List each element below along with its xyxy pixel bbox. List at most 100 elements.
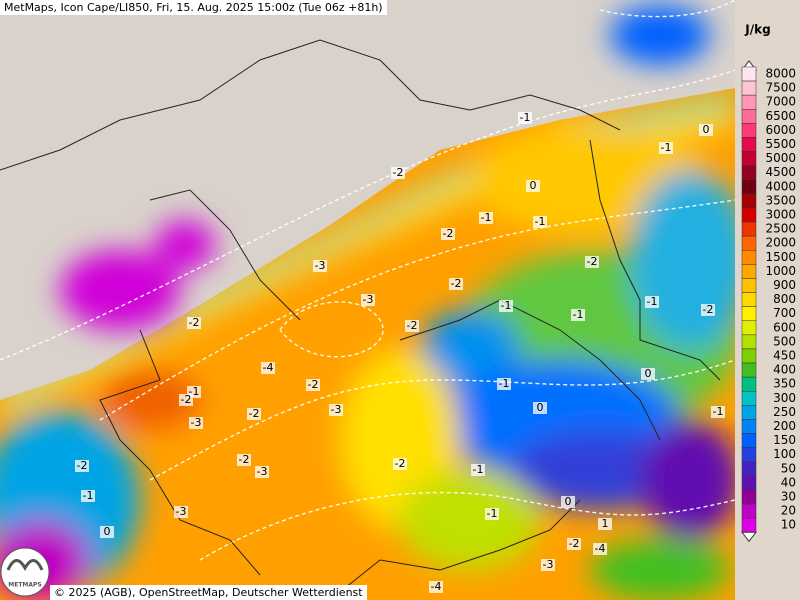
contour-label: -2 [587, 255, 598, 268]
legend-label: 500 [773, 334, 796, 348]
legend-label: 2000 [765, 236, 796, 250]
legend-label: 400 [773, 363, 796, 377]
legend-swatch [741, 391, 757, 406]
contour-label-bg [541, 559, 555, 571]
contour-label: -1 [520, 111, 531, 124]
contour-label-bg [567, 538, 581, 550]
legend-swatch [741, 193, 757, 209]
contour-label: -2 [249, 407, 260, 420]
legend-label: 3500 [765, 193, 796, 207]
contour-label-bg [471, 464, 485, 476]
legend-label: 700 [773, 306, 796, 320]
contour-label: -1 [481, 211, 492, 224]
legend-label: 2500 [765, 222, 796, 236]
legend-label: 350 [773, 377, 796, 391]
contour-label-bg [261, 362, 275, 374]
contour-label-bg [449, 278, 463, 290]
legend-label: 3000 [765, 208, 796, 222]
contour-label: -1 [189, 385, 200, 398]
contour-label: -1 [83, 489, 94, 502]
legend-label: 4000 [765, 179, 796, 193]
contour-label: -1 [573, 308, 584, 321]
legend-label: 8000 [765, 67, 796, 81]
contour-label: -3 [257, 465, 268, 478]
contour-label: -4 [263, 361, 274, 374]
legend-swatch [741, 207, 757, 223]
contour-label: -3 [543, 558, 554, 571]
contour-label: -1 [661, 141, 672, 154]
legend-swatch [741, 405, 757, 420]
legend-swatch [741, 109, 757, 124]
legend-swatch [741, 489, 757, 505]
legend-label: 100 [773, 447, 796, 461]
legend-swatch [741, 433, 757, 448]
contour-label: 0 [703, 123, 710, 136]
legend-swatch [741, 447, 757, 462]
contour-label: -1 [499, 377, 510, 390]
logo-mark [6, 559, 44, 572]
legend-label: 150 [773, 433, 796, 447]
legend-swatch [741, 179, 757, 195]
contour-label: -1 [535, 215, 546, 228]
low-cape-areas [60, 5, 710, 330]
contour-label: -2 [239, 453, 250, 466]
contour-label: 0 [104, 525, 111, 538]
contour-label-bg [100, 526, 114, 538]
contour-label-bg [499, 300, 513, 312]
legend-swatch [741, 137, 757, 152]
header-title: MetMaps, Icon Cape/LI850, Fri, 15. Aug. … [0, 0, 387, 15]
legend-swatch [741, 292, 757, 307]
contour-labels: -10-1-20-1 -1-2-2-3-2-1-2-3-2 -2-1-1-4-2-1… [75, 111, 725, 593]
contour-label-bg [518, 112, 532, 124]
contour-label: -4 [431, 580, 442, 593]
legend-swatch [741, 94, 757, 110]
contour-label-bg [526, 180, 540, 192]
contour-label: -2 [703, 303, 714, 316]
contour-label-bg [533, 216, 547, 228]
contour-label-bg [361, 294, 375, 306]
contour-label: 0 [645, 367, 652, 380]
logo-text: METMAPS [8, 582, 42, 589]
legend-swatch [741, 264, 757, 279]
legend-unit: J/kg [744, 23, 770, 37]
legend-swatch [741, 334, 757, 350]
legend-label: 900 [773, 278, 796, 292]
contour-label-bg [641, 368, 655, 380]
contour-label-bg [585, 256, 599, 268]
contour-label-bg [187, 317, 201, 329]
legend-label: 800 [773, 292, 796, 306]
contour-label-bg [441, 228, 455, 240]
legend-label: 5500 [765, 137, 796, 151]
contour-label: 0 [530, 179, 537, 192]
contour-label-bg [598, 518, 612, 530]
contour-label-bg [313, 260, 327, 272]
legend-swatch [741, 151, 757, 166]
contour-label-bg [189, 417, 203, 429]
contour-label-bg [699, 124, 713, 136]
legend-label: 6500 [765, 109, 796, 123]
contour-label: -1 [473, 463, 484, 476]
legend-label: 600 [773, 320, 796, 334]
legend-label: 250 [773, 405, 796, 419]
legend-swatch [741, 165, 757, 180]
legend-swatch [741, 419, 757, 434]
legend-arrow-bottom [740, 531, 758, 543]
contour-label-bg [659, 142, 673, 154]
contour-label-bg [571, 309, 585, 321]
contour-label: -2 [407, 319, 418, 332]
contour-label: 0 [537, 401, 544, 414]
contour-label-bg [593, 543, 607, 555]
contour-label-bg [247, 408, 261, 420]
legend-label: 50 [781, 461, 796, 475]
legend-swatch [741, 221, 757, 237]
contour-label: -3 [191, 416, 202, 429]
contour-label: -2 [451, 277, 462, 290]
contour-label: -2 [181, 393, 192, 406]
contour-label: -2 [569, 537, 580, 550]
contour-label-bg [393, 458, 407, 470]
contour-label: -2 [393, 166, 404, 179]
contour-label: -1 [487, 507, 498, 520]
legend-label: 30 [781, 490, 796, 504]
contour-label-bg [405, 320, 419, 332]
legend-swatch [741, 306, 757, 321]
